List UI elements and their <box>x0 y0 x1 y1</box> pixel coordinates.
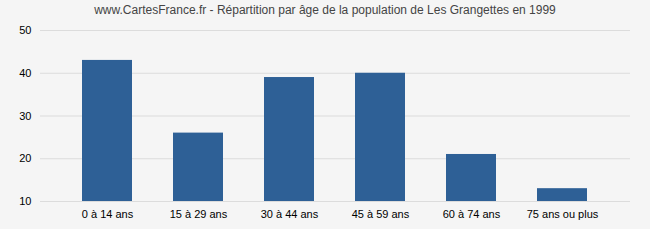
svg-text:0 à 14 ans: 0 à 14 ans <box>82 208 134 220</box>
svg-text:45 à 59 ans: 45 à 59 ans <box>352 208 410 220</box>
svg-text:15 à 29 ans: 15 à 29 ans <box>170 208 228 220</box>
svg-text:30 à 44 ans: 30 à 44 ans <box>261 208 319 220</box>
svg-text:40: 40 <box>19 67 31 79</box>
svg-text:60 à 74 ans: 60 à 74 ans <box>443 208 501 220</box>
svg-text:75 ans ou plus: 75 ans ou plus <box>527 208 599 220</box>
svg-text:30: 30 <box>19 110 31 122</box>
svg-text:20: 20 <box>19 152 31 164</box>
svg-text:10: 10 <box>19 195 31 207</box>
html-text:www.CartesFrance.fr - Répartit: www.CartesFrance.fr - Répartition par âg… <box>94 3 556 17</box>
svg-text:50: 50 <box>19 24 31 36</box>
